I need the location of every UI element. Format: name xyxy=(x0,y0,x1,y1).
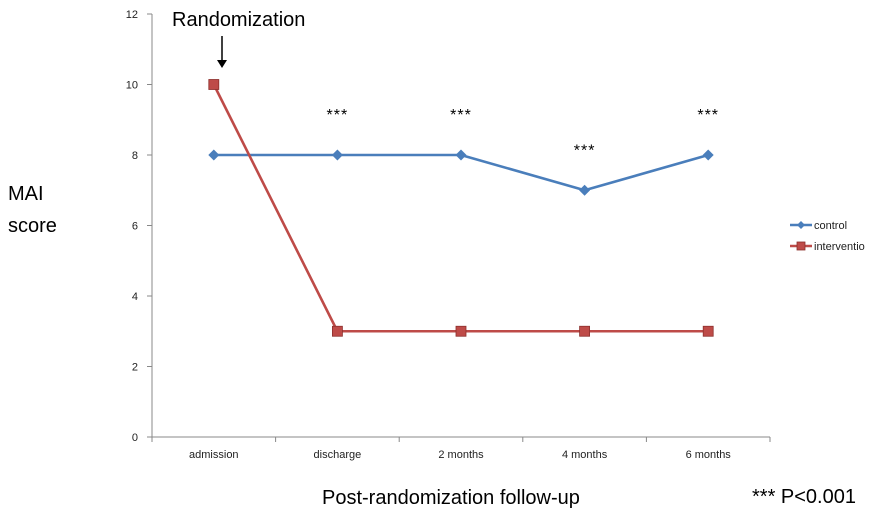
data-point-control xyxy=(208,149,220,161)
y-axis-label-line2: score xyxy=(8,215,57,237)
footnote-pvalue: *** P<0.001 xyxy=(752,486,856,508)
series-group xyxy=(208,79,714,337)
legend-marker-interventio xyxy=(796,241,806,251)
data-point-control xyxy=(579,184,591,196)
data-point-control xyxy=(455,149,467,161)
y-tick-label: 4 xyxy=(132,291,138,303)
data-point-interventio xyxy=(455,325,467,337)
legend-marker-control xyxy=(797,221,805,229)
x-axis-label: Post-randomization follow-up xyxy=(322,487,580,509)
x-tick-label: discharge xyxy=(314,449,362,461)
y-tick-label: 0 xyxy=(132,432,138,444)
data-point-control xyxy=(702,149,714,161)
randomization-arrow-icon xyxy=(217,36,227,68)
data-point-interventio xyxy=(702,325,714,337)
significance-mark: *** xyxy=(327,107,349,124)
y-tick-label: 10 xyxy=(126,80,138,92)
x-tick-label: 4 months xyxy=(562,449,608,461)
significance-mark: *** xyxy=(450,107,472,124)
legend-label-control: control xyxy=(814,220,847,232)
data-point-interventio xyxy=(579,325,590,337)
y-ticks: 0 2 4 6 8 10 12 xyxy=(126,9,152,444)
y-tick-label: 2 xyxy=(132,362,138,374)
axes xyxy=(151,14,770,438)
x-ticks: admission discharge 2 months 4 months 6 mont… xyxy=(151,437,771,461)
data-point-control xyxy=(331,149,343,161)
y-tick-label: 6 xyxy=(132,221,138,233)
significance-marks: *** *** *** *** xyxy=(327,107,719,159)
data-point-interventio xyxy=(208,79,220,90)
significance-mark: *** xyxy=(574,142,596,159)
x-tick-label: 6 months xyxy=(686,449,732,461)
legend: control interventio xyxy=(790,220,865,253)
x-tick-label: 2 months xyxy=(438,449,484,461)
y-axis-label-line1: MAI xyxy=(8,183,44,205)
significance-mark: *** xyxy=(697,107,719,124)
x-tick-label: admission xyxy=(189,449,239,461)
y-tick-label: 12 xyxy=(126,9,138,21)
data-point-interventio xyxy=(331,325,343,337)
legend-label-interventio: interventio xyxy=(814,241,865,253)
randomization-label: Randomization xyxy=(172,9,305,31)
y-tick-label: 8 xyxy=(132,150,138,162)
